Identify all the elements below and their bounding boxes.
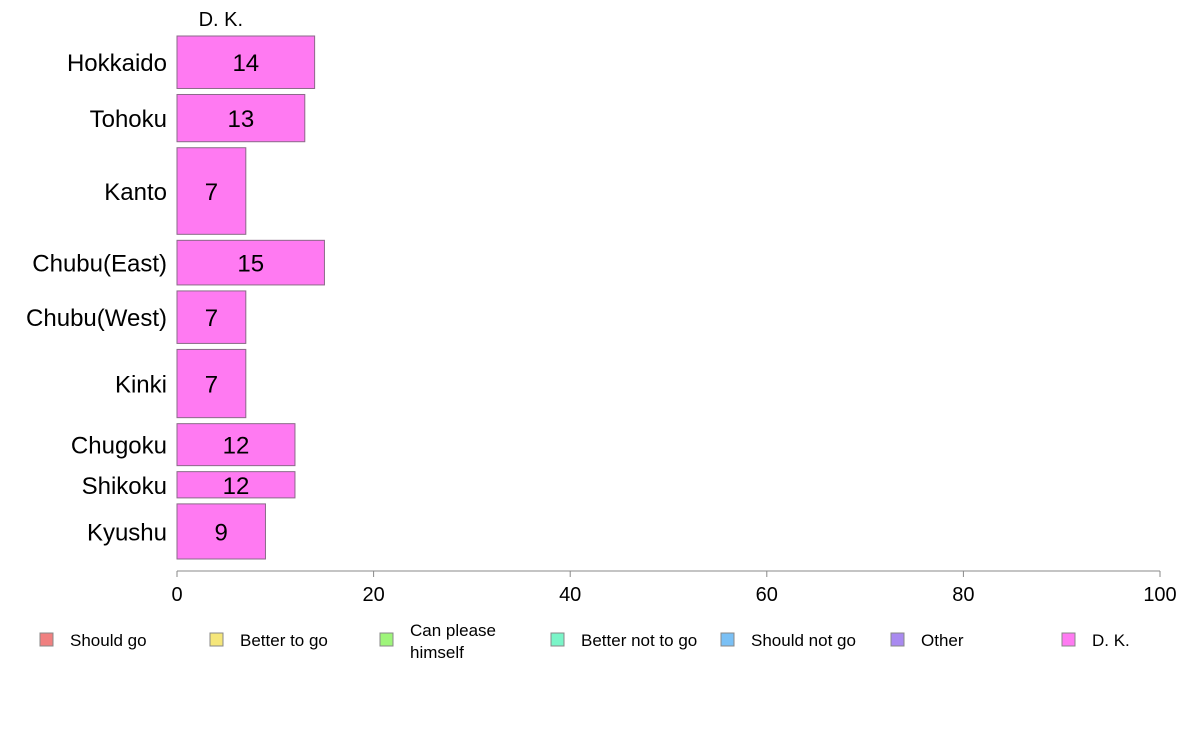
x-tick-label: 80 <box>952 584 974 606</box>
x-tick-label: 100 <box>1143 584 1176 606</box>
x-tick-label: 40 <box>559 584 581 606</box>
legend-label: Better not to go <box>581 631 697 650</box>
legend-swatch <box>379 632 394 647</box>
category-label: Chugoku <box>71 433 167 460</box>
bar-value-label: 7 <box>205 179 218 206</box>
bar-value-label: 15 <box>237 251 264 278</box>
bar-tohoku-d-k- <box>176 93 306 143</box>
category-labels: Hokkaido Tohoku Kanto Chubu(East) Chubu(West… <box>26 50 167 546</box>
series-title: D. K. <box>199 9 243 31</box>
legend-label: D. K. <box>1092 631 1130 650</box>
legend-item: Should go <box>39 631 147 650</box>
legend-label: Other <box>921 631 964 650</box>
legend-item: Better not to go <box>550 631 697 650</box>
bars-group: 14 13 7 15 7 7 12 12 9 <box>176 35 325 560</box>
category-label: Kanto <box>104 179 167 206</box>
legend-item: D. K. <box>1061 631 1130 650</box>
legend-label: Should not go <box>751 631 856 650</box>
legend-swatch <box>550 632 565 647</box>
category-label: Tohoku <box>90 106 167 133</box>
category-label: Hokkaido <box>67 50 167 77</box>
category-label: Shikoku <box>82 473 167 500</box>
category-label: Chubu(East) <box>32 251 167 278</box>
bar-value-label: 9 <box>215 519 228 546</box>
x-axis: 0 20 40 60 80 100 <box>171 570 1177 606</box>
bar-hokkaido-d-k- <box>176 35 316 89</box>
x-tick-label: 60 <box>756 584 778 606</box>
bar-chugoku-d-k- <box>176 423 296 467</box>
bar-value-label: 7 <box>205 305 218 332</box>
legend-item: Better to go <box>209 631 328 650</box>
legend-label: Better to go <box>240 631 328 650</box>
bar-kinki-d-k- <box>176 348 247 419</box>
bar-shikoku-d-k- <box>176 471 296 499</box>
bar-kyushu-d-k- <box>176 503 266 560</box>
legend-item: Other <box>890 631 964 650</box>
category-label: Chubu(West) <box>26 305 167 332</box>
legend-item: Should not go <box>720 631 856 650</box>
bar-kanto-d-k- <box>176 147 247 235</box>
legend-item: Can please himself <box>379 621 496 662</box>
category-label: Kyushu <box>87 519 167 546</box>
legend-label: Can please himself <box>410 621 496 662</box>
legend-swatch <box>890 632 905 647</box>
x-tick-label: 20 <box>362 584 384 606</box>
bar-chubu-west--d-k- <box>176 290 247 344</box>
category-label: Kinki <box>115 372 167 399</box>
legend-swatch <box>1061 632 1076 647</box>
bar-value-label: 12 <box>223 433 250 460</box>
bar-value-label: 14 <box>232 50 259 77</box>
bar-chubu-east--d-k- <box>176 239 325 286</box>
legend-swatch <box>39 632 54 647</box>
bar-value-label: 13 <box>228 106 255 133</box>
legend-swatch <box>209 632 224 647</box>
bar-value-label: 7 <box>205 372 218 399</box>
bar-value-label: 12 <box>223 473 250 500</box>
legend-label: Should go <box>70 631 147 650</box>
x-tick-label: 0 <box>171 584 182 606</box>
legend: Should go Better to go Can please himself Be… <box>39 621 1130 662</box>
legend-swatch <box>720 632 735 647</box>
